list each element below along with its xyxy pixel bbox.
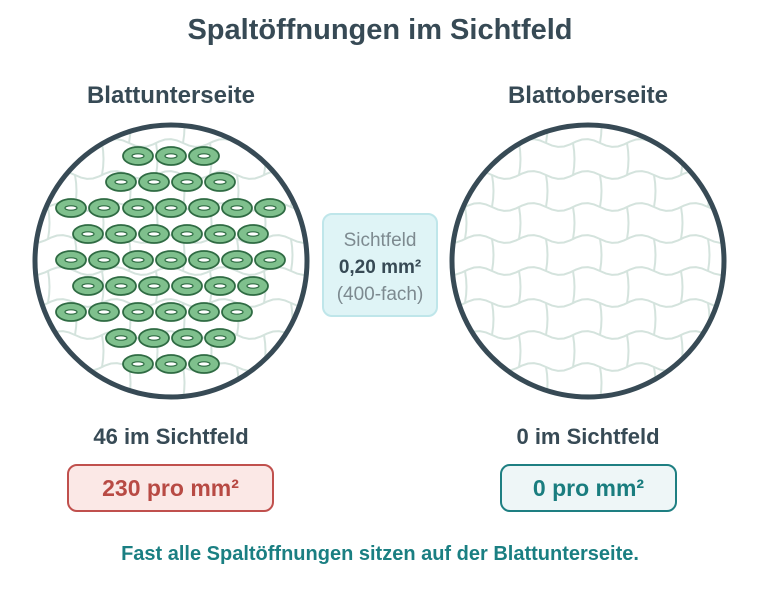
- stoma-icon: [221, 250, 253, 270]
- stoma-icon: [138, 172, 170, 192]
- left-field-circle: [32, 122, 310, 400]
- stoma-icon: [55, 250, 87, 270]
- stoma-icon: [88, 250, 120, 270]
- stoma-icon: [138, 224, 170, 244]
- stoma-icon: [122, 198, 154, 218]
- stoma-icon: [88, 198, 120, 218]
- stoma-icon: [204, 224, 236, 244]
- stoma-icon: [155, 146, 187, 166]
- stoma-icon: [55, 198, 87, 218]
- stoma-icon: [204, 172, 236, 192]
- stoma-icon: [171, 276, 203, 296]
- stoma-icon: [138, 328, 170, 348]
- stoma-icon: [188, 198, 220, 218]
- stoma-icon: [188, 302, 220, 322]
- stoma-icon: [122, 146, 154, 166]
- right-field-circle: [449, 122, 727, 400]
- stoma-icon: [254, 198, 286, 218]
- stoma-icon: [171, 224, 203, 244]
- stoma-icon: [204, 276, 236, 296]
- stoma-icon: [155, 198, 187, 218]
- stomata-group: [55, 146, 286, 374]
- stoma-icon: [122, 354, 154, 374]
- field-info-box: Sichtfeld 0,20 mm² (400-fach): [322, 213, 438, 317]
- stoma-icon: [155, 302, 187, 322]
- stoma-icon: [204, 328, 236, 348]
- stoma-icon: [72, 224, 104, 244]
- stoma-icon: [171, 172, 203, 192]
- stoma-icon: [188, 250, 220, 270]
- stoma-icon: [188, 146, 220, 166]
- stoma-icon: [155, 354, 187, 374]
- stoma-icon: [155, 250, 187, 270]
- stoma-icon: [122, 302, 154, 322]
- stoma-icon: [88, 302, 120, 322]
- left-density-badge: 230 pro mm²: [67, 464, 274, 512]
- stoma-icon: [55, 302, 87, 322]
- stoma-icon: [221, 302, 253, 322]
- left-count-text: 46 im Sichtfeld: [93, 424, 249, 449]
- stoma-icon: [237, 224, 269, 244]
- stoma-icon: [254, 250, 286, 270]
- left-view-label: Blattunterseite: [86, 82, 256, 109]
- field-magnification: (400-fach): [336, 284, 424, 305]
- right-count-text: 0 im Sichtfeld: [516, 424, 660, 449]
- stoma-icon: [138, 276, 170, 296]
- stoma-icon: [105, 276, 137, 296]
- stoma-icon: [237, 276, 269, 296]
- footer-note: Fast alle Spaltöffnungen sitzen auf der …: [121, 543, 639, 565]
- right-density-badge: 0 pro mm²: [500, 464, 677, 512]
- right-view-label: Blattoberseite: [507, 82, 669, 109]
- stoma-icon: [122, 250, 154, 270]
- stoma-icon: [221, 198, 253, 218]
- stoma-icon: [72, 276, 104, 296]
- stoma-icon: [105, 224, 137, 244]
- field-label: Sichtfeld: [343, 230, 417, 251]
- stoma-icon: [105, 328, 137, 348]
- stoma-icon: [171, 328, 203, 348]
- right-cell-pattern: [452, 125, 724, 397]
- page-title: Spaltöffnungen im Sichtfeld: [187, 14, 573, 46]
- stoma-icon: [105, 172, 137, 192]
- field-area: 0,20 mm²: [338, 257, 422, 278]
- stoma-icon: [188, 354, 220, 374]
